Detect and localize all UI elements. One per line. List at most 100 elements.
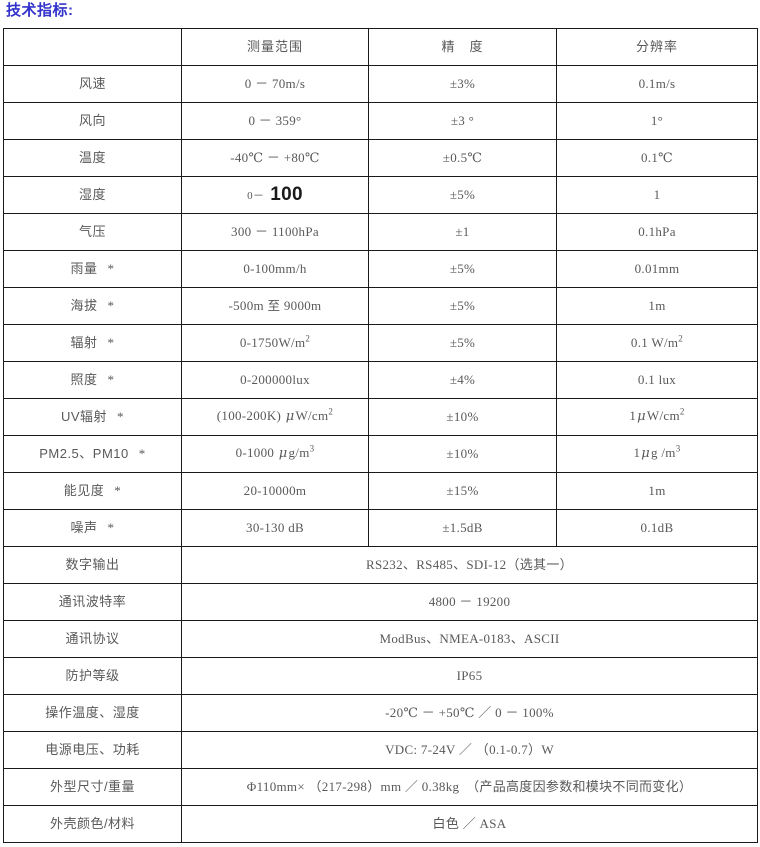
row-value: -20℃ － +50℃ ／ 0 － 100%: [181, 694, 758, 732]
row-range: 0 － 359°: [181, 102, 369, 140]
row-label: 风向: [3, 102, 182, 140]
optional-marker-icon: *: [107, 371, 115, 387]
row-resolution: 0.1℃: [556, 139, 758, 177]
row-range: 0 － 70m/s: [181, 65, 369, 103]
row-label: 风速: [3, 65, 182, 103]
row-accuracy: ±15%: [368, 472, 557, 510]
column-header-parameter: [3, 28, 182, 66]
row-accuracy: ±5%: [368, 324, 557, 362]
page-title: 技术指标:: [6, 2, 74, 19]
optional-marker-icon: *: [138, 445, 146, 461]
optional-marker-icon: *: [107, 260, 115, 276]
row-resolution: 0.1 lux: [556, 361, 758, 399]
table-row-merged: 操作温度、湿度 -20℃ － +50℃ ／ 0 － 100%: [3, 694, 758, 732]
row-label: 通讯协议: [3, 620, 182, 658]
table-row: UV辐射 * (100-200K) μW/cm2 ±10% 1μW/cm2: [3, 398, 758, 436]
row-range: 0－ 100: [181, 176, 369, 214]
row-label: 电源电压、功耗: [3, 731, 182, 769]
row-accuracy: ±5%: [368, 176, 557, 214]
row-value: 白色 ／ ASA: [181, 805, 758, 843]
column-header-accuracy: 精 度: [368, 28, 557, 66]
row-label: 操作温度、湿度: [3, 694, 182, 732]
row-label: 噪声 *: [3, 509, 182, 547]
row-label: 海拔 *: [3, 287, 182, 325]
row-accuracy: ±1: [368, 213, 557, 251]
table-row: 能见度 * 20-10000m ±15% 1m: [3, 472, 758, 510]
column-header-resolution: 分辨率: [556, 28, 758, 66]
optional-marker-icon: *: [107, 519, 115, 535]
row-resolution: 1: [556, 176, 758, 214]
row-label: 温度: [3, 139, 182, 177]
table-row-merged: 通讯协议 ModBus、NMEA-0183、ASCII: [3, 620, 758, 658]
row-range: 0-1750W/m2: [181, 324, 369, 362]
table-row: 噪声 * 30-130 dB ±1.5dB 0.1dB: [3, 509, 758, 547]
row-label: 气压: [3, 213, 182, 251]
row-accuracy: ±10%: [368, 435, 557, 473]
row-resolution: 0.01mm: [556, 250, 758, 288]
row-label: 湿度: [3, 176, 182, 214]
row-value: IP65: [181, 657, 758, 695]
table-row-merged: 防护等级 IP65: [3, 657, 758, 695]
row-value: 4800 － 19200: [181, 583, 758, 621]
humidity-range-prefix: 0－: [247, 190, 265, 203]
row-label: 雨量 *: [3, 250, 182, 288]
row-label: 数字输出: [3, 546, 182, 584]
table-row-merged: 数字输出 RS232、RS485、SDI-12（选其一）: [3, 546, 758, 584]
row-accuracy: ±5%: [368, 250, 557, 288]
table-body: 风速 0 － 70m/s ±3% 0.1m/s 风向 0 － 359° ±3 °…: [3, 65, 758, 843]
row-resolution: 0.1 W/m2: [556, 324, 758, 362]
row-value: RS232、RS485、SDI-12（选其一）: [181, 546, 758, 584]
table-row: 风向 0 － 359° ±3 ° 1°: [3, 102, 758, 140]
row-label: 外壳颜色/材料: [3, 805, 182, 843]
row-label: UV辐射 *: [3, 398, 182, 436]
row-accuracy: ±0.5℃: [368, 139, 557, 177]
table-row: 照度 * 0-200000lux ±4% 0.1 lux: [3, 361, 758, 399]
table-row: 湿度 0－ 100 ±5% 1: [3, 176, 758, 214]
row-accuracy: ±3%: [368, 65, 557, 103]
row-range: (100-200K) μW/cm2: [181, 398, 369, 436]
table-row: 风速 0 － 70m/s ±3% 0.1m/s: [3, 65, 758, 103]
row-range: 0-1000 μg/m3: [181, 435, 369, 473]
row-resolution: 1μW/cm2: [556, 398, 758, 436]
row-label: 能见度 *: [3, 472, 182, 510]
optional-marker-icon: *: [114, 482, 122, 498]
row-label: 防护等级: [3, 657, 182, 695]
table-row: 温度 -40℃ － +80℃ ±0.5℃ 0.1℃: [3, 139, 758, 177]
table-row: PM2.5、PM10 * 0-1000 μg/m3 ±10% 1μg /m3: [3, 435, 758, 473]
column-header-range: 测量范围: [181, 28, 369, 66]
row-resolution: 0.1dB: [556, 509, 758, 547]
table-row: 辐射 * 0-1750W/m2 ±5% 0.1 W/m2: [3, 324, 758, 362]
row-range: 30-130 dB: [181, 509, 369, 547]
table-header: 测量范围 精 度 分辨率: [3, 28, 758, 66]
table-row-merged: 通讯波特率 4800 － 19200: [3, 583, 758, 621]
optional-marker-icon: *: [107, 334, 115, 350]
row-resolution: 0.1m/s: [556, 65, 758, 103]
row-accuracy: ±5%: [368, 287, 557, 325]
row-accuracy: ±1.5dB: [368, 509, 557, 547]
table-header-row: 测量范围 精 度 分辨率: [3, 28, 758, 66]
table-row-merged: 电源电压、功耗 VDC: 7-24V ／ （0.1-0.7）W: [3, 731, 758, 769]
table-row: 气压 300 － 1100hPa ±1 0.1hPa: [3, 213, 758, 251]
row-label: 辐射 *: [3, 324, 182, 362]
optional-marker-icon: *: [107, 297, 115, 313]
row-range: -500m 至 9000m: [181, 287, 369, 325]
row-label: 照度 *: [3, 361, 182, 399]
optional-marker-icon: *: [117, 408, 125, 424]
row-resolution: 1m: [556, 287, 758, 325]
row-resolution: 0.1hPa: [556, 213, 758, 251]
row-value: VDC: 7-24V ／ （0.1-0.7）W: [181, 731, 758, 769]
row-value: ModBus、NMEA-0183、ASCII: [181, 620, 758, 658]
row-range: 0-200000lux: [181, 361, 369, 399]
row-label: 外型尺寸/重量: [3, 768, 182, 806]
technical-spec-table: 测量范围 精 度 分辨率 风速 0 － 70m/s ±3% 0.1m/s 风向 …: [3, 28, 758, 843]
humidity-range-value: 100: [270, 184, 303, 206]
row-value: Φ110mm× （217-298）mm ／ 0.38kg （产品高度因参数和模块…: [181, 768, 758, 806]
table-row-merged: 外壳颜色/材料 白色 ／ ASA: [3, 805, 758, 843]
row-accuracy: ±10%: [368, 398, 557, 436]
row-label: PM2.5、PM10 *: [3, 435, 182, 473]
table-row: 海拔 * -500m 至 9000m ±5% 1m: [3, 287, 758, 325]
row-range: 0-100mm/h: [181, 250, 369, 288]
row-label: 通讯波特率: [3, 583, 182, 621]
row-range: 300 － 1100hPa: [181, 213, 369, 251]
